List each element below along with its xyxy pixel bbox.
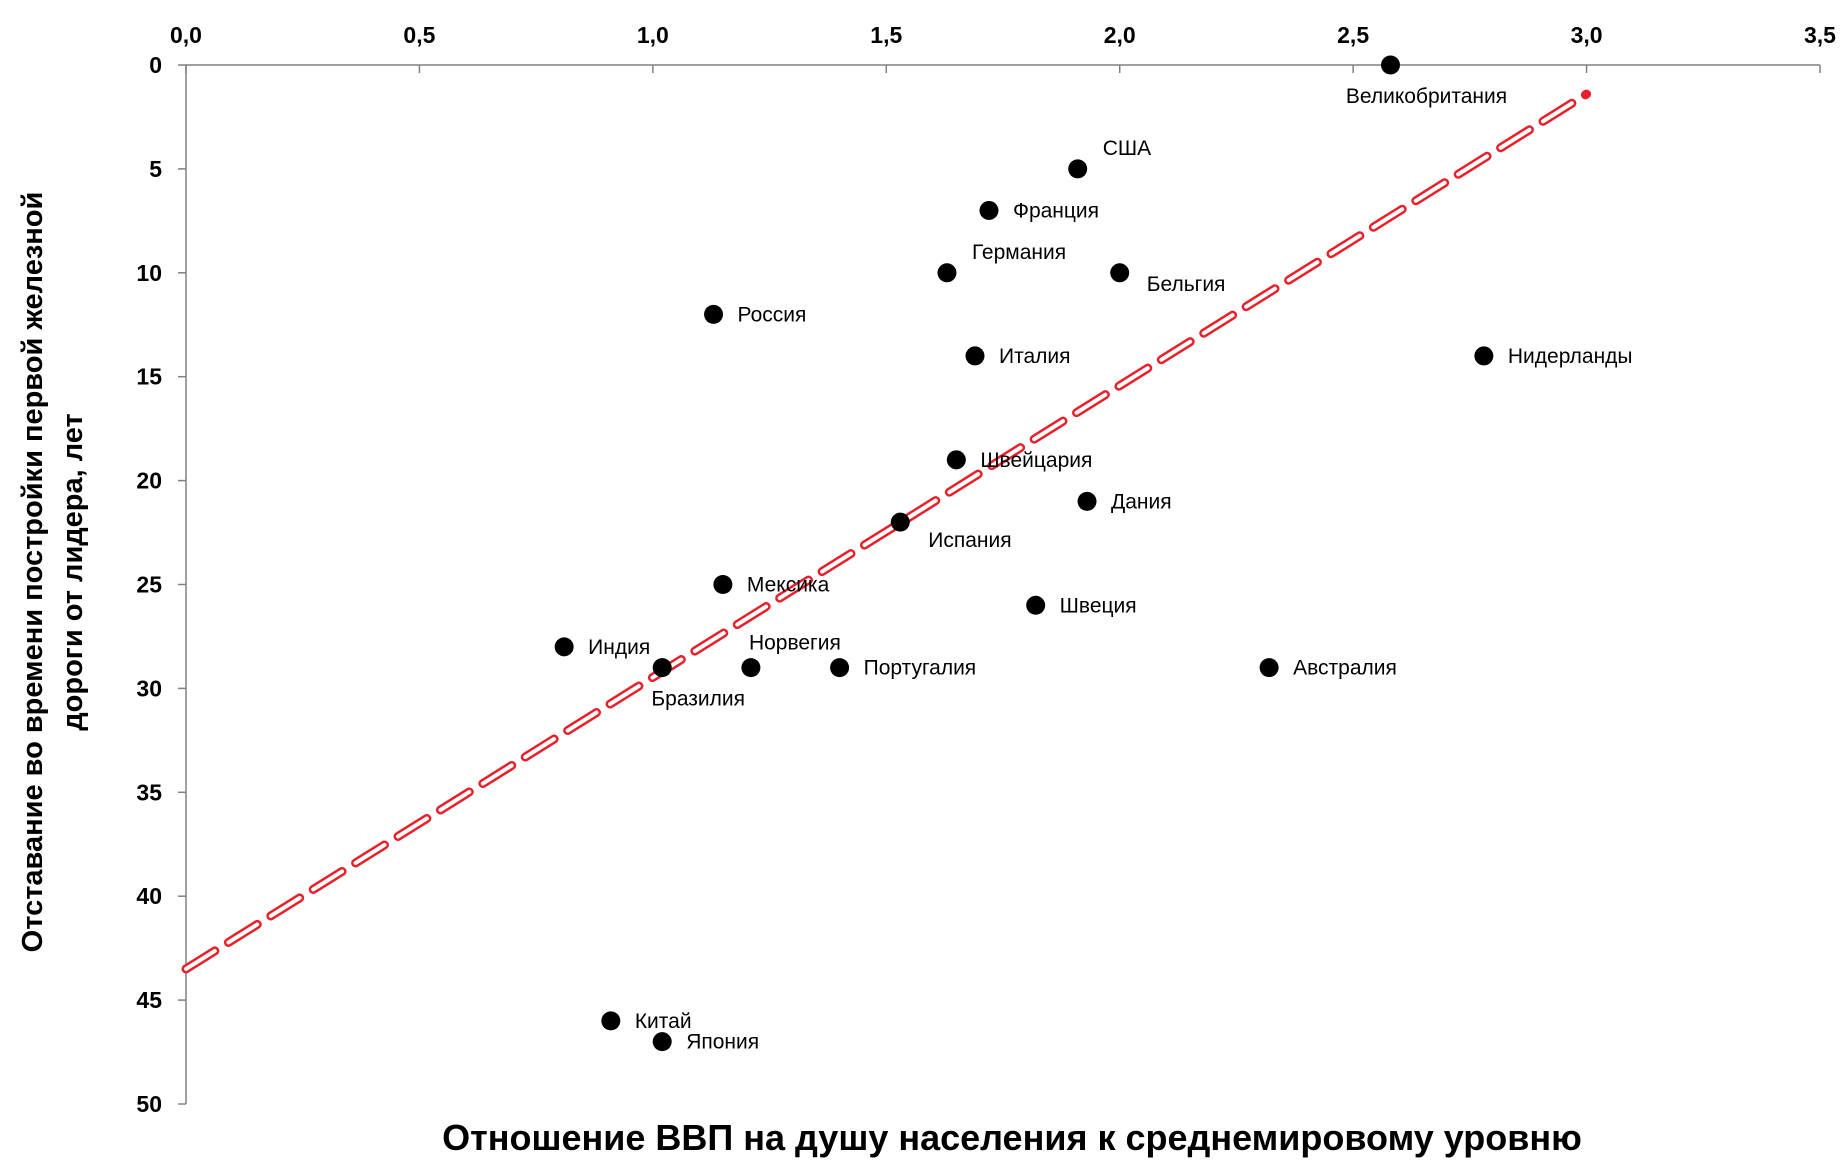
- point-label: Германия: [972, 241, 1066, 264]
- point-label: Испания: [928, 529, 1011, 552]
- data-point: [1380, 55, 1400, 75]
- axes: [178, 64, 1821, 1105]
- data-point: [1077, 491, 1097, 511]
- y-tick-label: 15: [136, 364, 162, 390]
- x-tick-label: 0,0: [170, 22, 202, 48]
- y-tick-label: 35: [136, 779, 162, 805]
- tick-labels: 0,0 0,5 1,0 1,5 2,0 2,5 3,0 3,5 0 5 10 15 20 25 30 35 40…: [136, 22, 1836, 1117]
- y-tick-label: 40: [136, 883, 162, 909]
- trendline-end-marker: [1583, 90, 1591, 98]
- data-point: [713, 575, 733, 594]
- data-point: [946, 450, 966, 470]
- point-label: Мексика: [747, 574, 830, 597]
- point-label: Китай: [635, 1010, 692, 1033]
- y-tick-label: 10: [136, 260, 162, 286]
- point-label: Россия: [738, 303, 807, 326]
- x-tick-label: 2,5: [1337, 22, 1369, 48]
- point-label: Италия: [999, 345, 1071, 368]
- data-point: [554, 637, 574, 657]
- point-label: Бразилия: [651, 688, 745, 711]
- y-axis-title-line1: Отставание во времени постройки первой ж…: [17, 192, 49, 953]
- data-point: [979, 200, 999, 220]
- point-label: Дания: [1111, 490, 1172, 513]
- point-label: Индия: [588, 636, 650, 659]
- data-point: [937, 263, 957, 283]
- data-point: [830, 658, 850, 678]
- point-label: Швейцария: [980, 449, 1092, 472]
- point-label: США: [1103, 137, 1151, 160]
- point-label: Франция: [1013, 199, 1099, 222]
- y-tick-label: 45: [136, 987, 162, 1013]
- data-point: [601, 1011, 621, 1031]
- trendline-group: [181, 89, 1592, 974]
- point-label: Швеция: [1060, 594, 1137, 617]
- point-label: Япония: [686, 1031, 759, 1054]
- y-tick-label: 0: [149, 52, 162, 78]
- x-tick-label: 1,0: [637, 22, 669, 48]
- x-tick-label: 1,5: [870, 22, 902, 48]
- data-point: [1068, 159, 1088, 179]
- data-point: [965, 346, 985, 366]
- y-axis-title-line2: дороги от лидера, лет: [57, 413, 89, 731]
- point-label: Австралия: [1293, 657, 1397, 680]
- data-point: [1474, 346, 1494, 366]
- x-tick-label: 0,5: [403, 22, 435, 48]
- point-label: Нидерланды: [1508, 345, 1633, 368]
- point-label: Великобритания: [1346, 85, 1507, 108]
- trendline-inner: [184, 92, 1589, 971]
- data-point: [652, 1032, 672, 1052]
- y-tick-label: 50: [136, 1091, 162, 1117]
- data-points: [554, 55, 1494, 1052]
- data-point: [1110, 263, 1130, 283]
- data-point: [890, 512, 910, 532]
- x-tick-label: 3,0: [1571, 22, 1603, 48]
- x-tick-label: 3,5: [1804, 22, 1836, 48]
- point-label: Бельгия: [1147, 273, 1226, 296]
- y-tick-label: 25: [136, 572, 162, 598]
- data-point: [741, 658, 761, 678]
- y-tick-label: 5: [149, 156, 162, 182]
- data-point: [1026, 595, 1046, 615]
- point-label: Норвегия: [749, 632, 841, 655]
- data-point: [1259, 658, 1279, 678]
- point-label: Португалия: [864, 657, 977, 680]
- data-point: [652, 658, 672, 678]
- y-tick-label: 30: [136, 675, 162, 701]
- y-tick-label: 20: [136, 468, 162, 494]
- x-axis-title: Отношение ВВП на душу населения к средне…: [442, 1117, 1582, 1158]
- point-labels: Великобритания США Франция Германия Бельгия Р…: [588, 85, 1632, 1054]
- x-tick-label: 2,0: [1104, 22, 1136, 48]
- data-point: [704, 304, 724, 324]
